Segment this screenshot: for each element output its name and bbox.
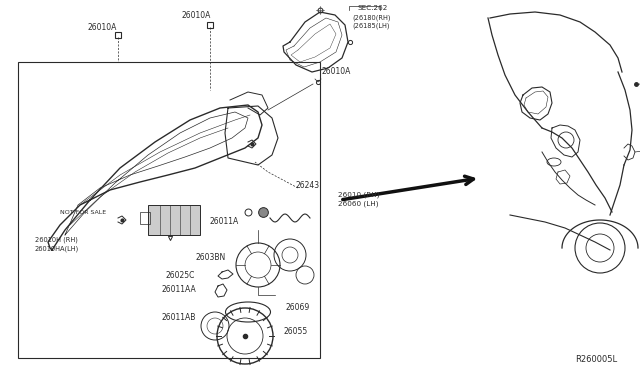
Text: 26010HA(LH): 26010HA(LH) <box>35 246 79 252</box>
Text: 26069: 26069 <box>285 304 309 312</box>
Text: 26010A: 26010A <box>182 12 211 20</box>
Text: (26185(LH): (26185(LH) <box>352 23 390 29</box>
Text: 26011AB: 26011AB <box>162 314 196 323</box>
Text: 26011AA: 26011AA <box>162 285 196 295</box>
Text: 26243: 26243 <box>296 180 320 189</box>
Text: SEC.262: SEC.262 <box>358 5 388 11</box>
Text: 26011A: 26011A <box>210 218 239 227</box>
Text: 26025C: 26025C <box>165 270 195 279</box>
Text: 26060 (LH): 26060 (LH) <box>338 201 378 207</box>
Text: 26010 (RH): 26010 (RH) <box>338 192 380 198</box>
Text: 26055: 26055 <box>283 327 307 337</box>
Text: 26010H (RH): 26010H (RH) <box>35 237 78 243</box>
Bar <box>148 205 200 235</box>
Text: (26180(RH): (26180(RH) <box>352 15 390 21</box>
Text: 26010A: 26010A <box>88 22 117 32</box>
Bar <box>140 212 150 224</box>
Bar <box>18 62 320 358</box>
Text: 26010A: 26010A <box>322 67 351 77</box>
Text: NOT FOR SALE: NOT FOR SALE <box>60 209 106 215</box>
Text: R260005L: R260005L <box>575 356 617 365</box>
Text: 2603BN: 2603BN <box>195 253 225 263</box>
